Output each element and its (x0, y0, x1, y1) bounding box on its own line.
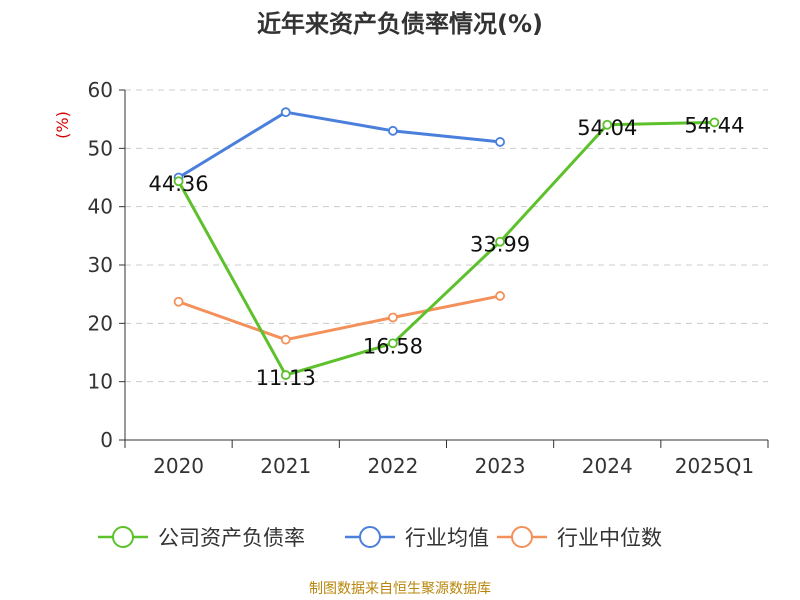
legend-item[interactable]: 公司资产负债率 (98, 526, 305, 550)
data-label: 11.13 (256, 366, 316, 390)
legend-label: 行业中位数 (557, 526, 662, 550)
axes: 0 10 20 30 40 50 60 2020 2021 2022 2023 2024 2025Q1 (… (53, 78, 769, 478)
y-tick-label: 10 (88, 370, 113, 394)
series-line (177, 110, 501, 179)
data-point (495, 236, 505, 247)
data-point (388, 312, 398, 323)
series-line (177, 120, 715, 377)
series-line (178, 294, 501, 342)
data-point (602, 119, 613, 130)
y-tick-label: 60 (88, 78, 113, 102)
data-label: 54.44 (684, 113, 744, 137)
data-point (495, 137, 505, 147)
data-point (388, 125, 398, 136)
data-label: 54.04 (577, 116, 637, 140)
data-point (173, 296, 184, 307)
y-tick-label: 0 (100, 428, 113, 452)
x-tick-label: 2020 (153, 454, 204, 478)
y-tick-label: 20 (88, 311, 113, 335)
data-label: 33.99 (470, 233, 530, 257)
data-labels: 44.36 11.13 16.58 33.99 54.04 54.44 (149, 113, 745, 390)
x-tick-label: 2021 (260, 454, 311, 478)
source-note: 制图数据来自恒生聚源数据库 (309, 581, 491, 597)
legend-marker (511, 526, 533, 548)
legend-marker (112, 526, 134, 548)
legend-item[interactable]: 行业中位数 (497, 526, 662, 550)
y-tick-label: 40 (88, 195, 113, 219)
grid-lines (125, 89, 768, 383)
data-label: 44.36 (149, 172, 209, 196)
y-axis-label: (%) (53, 111, 72, 139)
x-tick-label: 2023 (475, 454, 526, 478)
data-point (495, 291, 505, 301)
data-point (280, 370, 291, 380)
y-tick-label: 50 (88, 136, 113, 160)
data-label: 16.58 (363, 334, 423, 358)
legend-label: 公司资产负债率 (158, 526, 305, 550)
data-point (280, 107, 291, 118)
legend-marker (359, 526, 381, 548)
x-tick-label: 2025Q1 (675, 454, 754, 478)
data-point (280, 334, 291, 345)
chart-title: 近年来资产负债率情况(%) (257, 10, 543, 38)
legend[interactable]: 公司资产负债率 行业均值 行业中位数 (98, 526, 662, 550)
data-point (388, 338, 398, 349)
x-tick-label: 2024 (582, 454, 633, 478)
data-point (173, 176, 184, 187)
legend-item[interactable]: 行业均值 (345, 526, 489, 550)
x-tick-label: 2022 (367, 454, 418, 478)
data-point (709, 117, 720, 128)
legend-label: 行业均值 (405, 526, 489, 550)
y-tick-label: 30 (88, 253, 113, 277)
series-lines (173, 107, 720, 380)
